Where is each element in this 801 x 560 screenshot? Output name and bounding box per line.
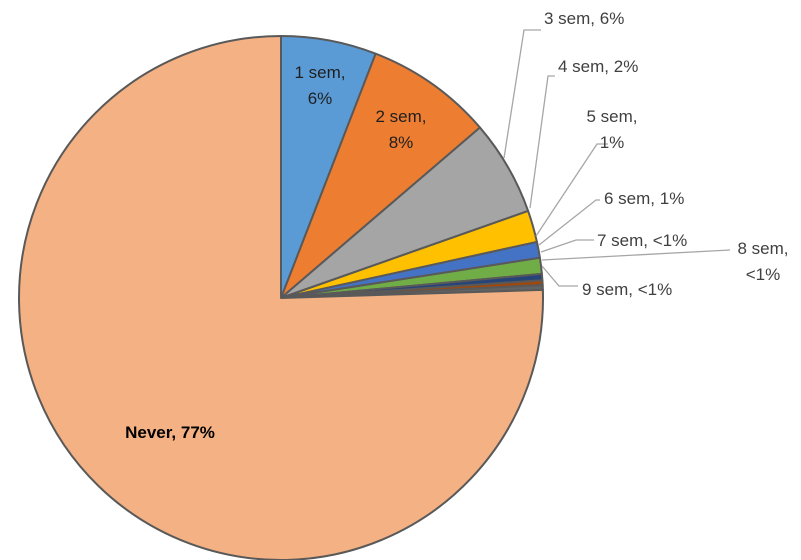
- data-label-7-sem: 7 sem, <1%: [597, 231, 687, 250]
- leader-line-9-sem: [541, 265, 578, 287]
- leader-line-3-sem: [503, 29, 541, 159]
- data-label-5-sem: 5 sem, 1%: [586, 107, 637, 152]
- leader-line-6-sem: [538, 199, 600, 246]
- pie-slice-never: [18, 35, 544, 560]
- leader-line-8-sem: [541, 249, 731, 261]
- data-label-9-sem: 9 sem, <1%: [582, 280, 672, 299]
- data-labels: 1 sem, 6% 2 sem, 8% 3 sem, 6% 4 sem, 2% 5 sem,…: [125, 9, 788, 442]
- data-label-3-sem: 3 sem, 6%: [544, 9, 624, 28]
- data-label-6-sem: 6 sem, 1%: [604, 189, 684, 208]
- leader-line-7-sem: [540, 239, 594, 253]
- data-label-never: Never, 77%: [125, 423, 215, 442]
- pie-slices: [18, 35, 544, 560]
- leader-line-4-sem: [529, 75, 555, 209]
- data-label-4-sem: 4 sem, 2%: [558, 57, 638, 76]
- data-label-8-sem: 8 sem, <1%: [737, 239, 788, 284]
- leader-line-5-sem: [535, 143, 608, 237]
- data-label-2-sem: 2 sem, 8%: [375, 107, 426, 152]
- pie-slice-2-sem: [280, 52, 481, 299]
- leader-lines: [503, 29, 731, 287]
- data-label-1-sem: 1 sem, 6%: [294, 63, 345, 108]
